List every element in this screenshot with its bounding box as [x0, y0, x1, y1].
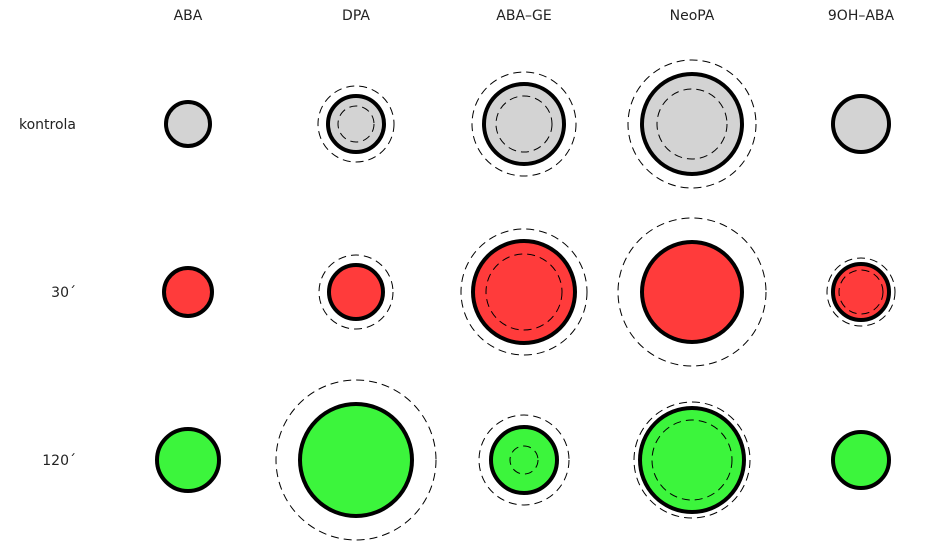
upper-bound	[478, 414, 570, 506]
bubble	[471, 239, 577, 345]
upper-bound	[633, 401, 751, 519]
bubble	[162, 266, 214, 318]
column-label: DPA	[342, 8, 370, 24]
lower-bound	[485, 253, 563, 331]
lower-bound	[838, 269, 884, 315]
upper-bound	[460, 228, 588, 356]
row-label: 120´	[42, 453, 76, 469]
lower-bound	[656, 88, 728, 160]
upper-bound	[275, 379, 437, 541]
row-label: 30´	[51, 285, 76, 301]
upper-bound	[317, 85, 395, 163]
column-label: NeoPA	[670, 8, 715, 24]
upper-bound	[826, 257, 896, 327]
bubble	[638, 406, 746, 514]
row-label: kontrola	[19, 117, 76, 133]
lower-bound	[651, 419, 733, 501]
bubble	[489, 425, 559, 495]
bubble	[298, 402, 414, 518]
column-label: ABA–GE	[496, 8, 551, 24]
bubble	[164, 100, 212, 148]
upper-bound	[617, 217, 767, 367]
bubble	[640, 240, 744, 344]
lower-bound	[509, 445, 539, 475]
upper-bound	[318, 254, 394, 330]
bubble	[327, 263, 385, 321]
upper-bound	[627, 59, 757, 189]
bubble	[326, 94, 386, 154]
bubble	[831, 430, 891, 490]
lower-bound	[337, 105, 375, 143]
column-label: ABA	[174, 8, 203, 24]
lower-bound	[495, 95, 553, 153]
bubble	[155, 427, 221, 493]
bubble	[831, 94, 891, 154]
column-label: 9OH–ABA	[828, 8, 895, 24]
bubble	[831, 262, 891, 322]
upper-bound	[471, 71, 577, 177]
